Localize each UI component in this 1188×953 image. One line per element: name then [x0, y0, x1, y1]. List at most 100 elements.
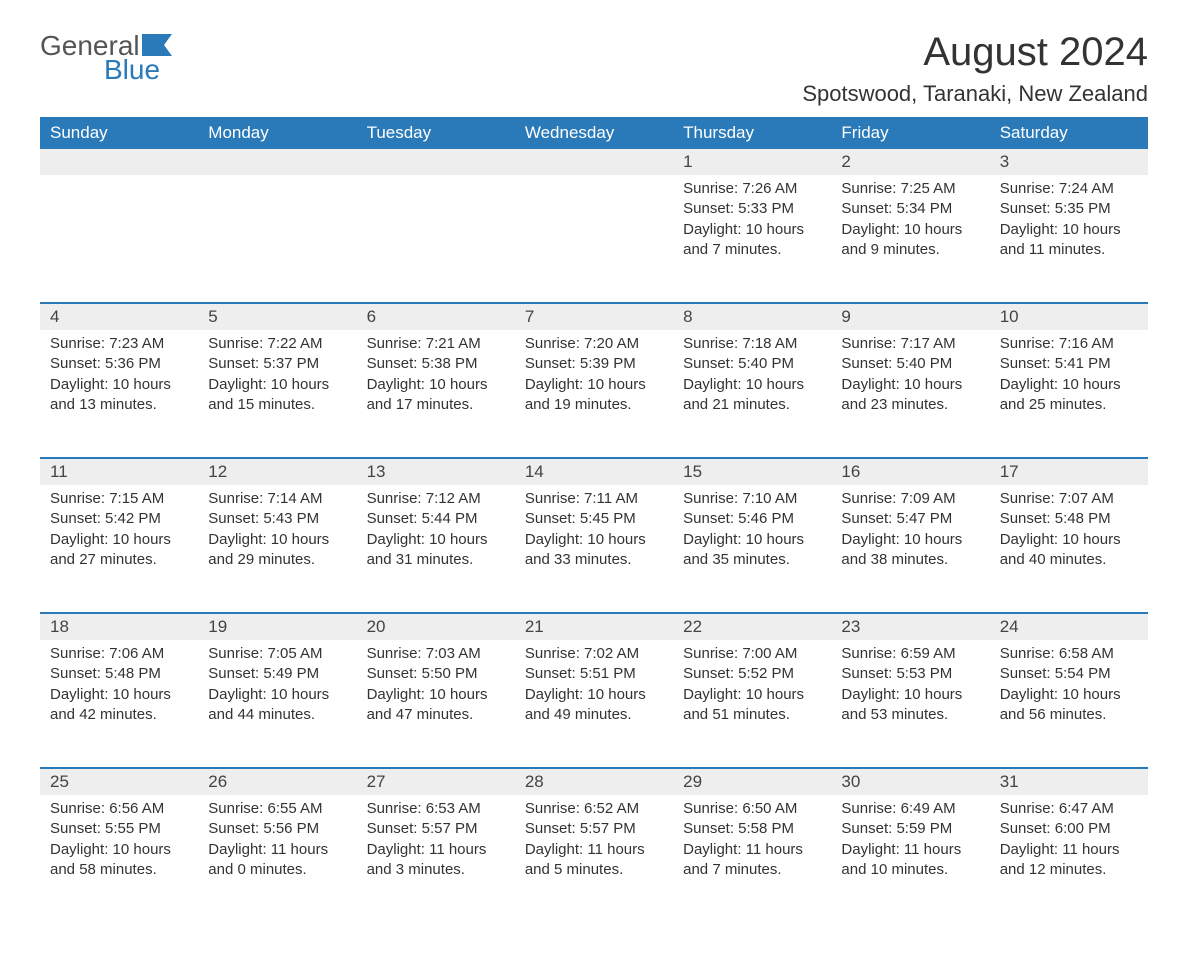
- day-number-cell: [515, 149, 673, 175]
- day-number-cell: 21: [515, 613, 673, 640]
- day-content: Sunrise: 6:50 AMSunset: 5:58 PMDaylight:…: [673, 795, 831, 890]
- weekday-header: Thursday: [673, 117, 831, 149]
- day-cell: Sunrise: 6:59 AMSunset: 5:53 PMDaylight:…: [831, 640, 989, 768]
- day-cell: Sunrise: 7:24 AMSunset: 5:35 PMDaylight:…: [990, 175, 1148, 303]
- day-cell: Sunrise: 6:58 AMSunset: 5:54 PMDaylight:…: [990, 640, 1148, 768]
- day-cell: Sunrise: 6:50 AMSunset: 5:58 PMDaylight:…: [673, 795, 831, 923]
- day-number-cell: [198, 149, 356, 175]
- day-cell: Sunrise: 7:23 AMSunset: 5:36 PMDaylight:…: [40, 330, 198, 458]
- day-number-cell: 11: [40, 458, 198, 485]
- day-number-cell: 29: [673, 768, 831, 795]
- day-content: Sunrise: 6:53 AMSunset: 5:57 PMDaylight:…: [357, 795, 515, 890]
- weekday-header: Tuesday: [357, 117, 515, 149]
- day-content: Sunrise: 7:21 AMSunset: 5:38 PMDaylight:…: [357, 330, 515, 425]
- day-content: Sunrise: 7:07 AMSunset: 5:48 PMDaylight:…: [990, 485, 1148, 580]
- day-number-cell: 9: [831, 303, 989, 330]
- day-number-cell: 3: [990, 149, 1148, 175]
- day-number-cell: 26: [198, 768, 356, 795]
- day-cell: Sunrise: 7:11 AMSunset: 5:45 PMDaylight:…: [515, 485, 673, 613]
- day-number-cell: 12: [198, 458, 356, 485]
- day-content: Sunrise: 7:06 AMSunset: 5:48 PMDaylight:…: [40, 640, 198, 735]
- day-number-cell: 25: [40, 768, 198, 795]
- day-cell: Sunrise: 7:16 AMSunset: 5:41 PMDaylight:…: [990, 330, 1148, 458]
- calendar-table: Sunday Monday Tuesday Wednesday Thursday…: [40, 117, 1148, 923]
- day-cell: Sunrise: 7:25 AMSunset: 5:34 PMDaylight:…: [831, 175, 989, 303]
- day-number-cell: 14: [515, 458, 673, 485]
- day-number-cell: 17: [990, 458, 1148, 485]
- day-content: Sunrise: 7:12 AMSunset: 5:44 PMDaylight:…: [357, 485, 515, 580]
- day-content: Sunrise: 6:55 AMSunset: 5:56 PMDaylight:…: [198, 795, 356, 890]
- day-cell: Sunrise: 7:06 AMSunset: 5:48 PMDaylight:…: [40, 640, 198, 768]
- day-content: Sunrise: 7:05 AMSunset: 5:49 PMDaylight:…: [198, 640, 356, 735]
- month-title: August 2024: [802, 30, 1148, 75]
- weekday-header: Friday: [831, 117, 989, 149]
- day-cell: [515, 175, 673, 303]
- day-content: Sunrise: 7:00 AMSunset: 5:52 PMDaylight:…: [673, 640, 831, 735]
- day-content: Sunrise: 6:47 AMSunset: 6:00 PMDaylight:…: [990, 795, 1148, 890]
- day-content: Sunrise: 7:16 AMSunset: 5:41 PMDaylight:…: [990, 330, 1148, 425]
- day-cell: Sunrise: 7:12 AMSunset: 5:44 PMDaylight:…: [357, 485, 515, 613]
- day-content: Sunrise: 7:24 AMSunset: 5:35 PMDaylight:…: [990, 175, 1148, 270]
- day-number-cell: [40, 149, 198, 175]
- location: Spotswood, Taranaki, New Zealand: [802, 81, 1148, 107]
- day-content: Sunrise: 7:10 AMSunset: 5:46 PMDaylight:…: [673, 485, 831, 580]
- day-content: Sunrise: 6:59 AMSunset: 5:53 PMDaylight:…: [831, 640, 989, 735]
- header: General Blue August 2024 Spotswood, Tara…: [40, 30, 1148, 107]
- brand-logo: General Blue: [40, 30, 172, 86]
- day-number-cell: 13: [357, 458, 515, 485]
- day-cell: Sunrise: 7:09 AMSunset: 5:47 PMDaylight:…: [831, 485, 989, 613]
- day-cell: Sunrise: 7:26 AMSunset: 5:33 PMDaylight:…: [673, 175, 831, 303]
- day-cell: Sunrise: 6:56 AMSunset: 5:55 PMDaylight:…: [40, 795, 198, 923]
- day-cell: Sunrise: 6:47 AMSunset: 6:00 PMDaylight:…: [990, 795, 1148, 923]
- day-cell: Sunrise: 7:14 AMSunset: 5:43 PMDaylight:…: [198, 485, 356, 613]
- day-cell: Sunrise: 7:02 AMSunset: 5:51 PMDaylight:…: [515, 640, 673, 768]
- day-content: Sunrise: 7:23 AMSunset: 5:36 PMDaylight:…: [40, 330, 198, 425]
- day-content: Sunrise: 6:56 AMSunset: 5:55 PMDaylight:…: [40, 795, 198, 890]
- day-cell: Sunrise: 7:15 AMSunset: 5:42 PMDaylight:…: [40, 485, 198, 613]
- day-cell: Sunrise: 6:52 AMSunset: 5:57 PMDaylight:…: [515, 795, 673, 923]
- day-cell: Sunrise: 7:07 AMSunset: 5:48 PMDaylight:…: [990, 485, 1148, 613]
- day-number-cell: 7: [515, 303, 673, 330]
- day-cell: [198, 175, 356, 303]
- day-number-cell: 15: [673, 458, 831, 485]
- day-cell: Sunrise: 7:21 AMSunset: 5:38 PMDaylight:…: [357, 330, 515, 458]
- day-content: Sunrise: 7:17 AMSunset: 5:40 PMDaylight:…: [831, 330, 989, 425]
- day-content: Sunrise: 7:18 AMSunset: 5:40 PMDaylight:…: [673, 330, 831, 425]
- day-number-cell: 8: [673, 303, 831, 330]
- day-number-cell: 6: [357, 303, 515, 330]
- day-number-cell: 10: [990, 303, 1148, 330]
- day-cell: Sunrise: 7:20 AMSunset: 5:39 PMDaylight:…: [515, 330, 673, 458]
- day-number-cell: 5: [198, 303, 356, 330]
- day-content: Sunrise: 7:14 AMSunset: 5:43 PMDaylight:…: [198, 485, 356, 580]
- day-content: Sunrise: 7:03 AMSunset: 5:50 PMDaylight:…: [357, 640, 515, 735]
- day-content: Sunrise: 7:02 AMSunset: 5:51 PMDaylight:…: [515, 640, 673, 735]
- day-number-cell: 22: [673, 613, 831, 640]
- day-number-cell: 19: [198, 613, 356, 640]
- weekday-header: Saturday: [990, 117, 1148, 149]
- day-content: Sunrise: 7:20 AMSunset: 5:39 PMDaylight:…: [515, 330, 673, 425]
- day-content: Sunrise: 7:25 AMSunset: 5:34 PMDaylight:…: [831, 175, 989, 270]
- day-content: Sunrise: 6:58 AMSunset: 5:54 PMDaylight:…: [990, 640, 1148, 735]
- weekday-header: Sunday: [40, 117, 198, 149]
- day-cell: Sunrise: 6:53 AMSunset: 5:57 PMDaylight:…: [357, 795, 515, 923]
- day-cell: Sunrise: 7:18 AMSunset: 5:40 PMDaylight:…: [673, 330, 831, 458]
- day-content: Sunrise: 7:09 AMSunset: 5:47 PMDaylight:…: [831, 485, 989, 580]
- day-cell: Sunrise: 6:55 AMSunset: 5:56 PMDaylight:…: [198, 795, 356, 923]
- day-number-cell: 2: [831, 149, 989, 175]
- day-number-cell: 28: [515, 768, 673, 795]
- day-cell: Sunrise: 7:05 AMSunset: 5:49 PMDaylight:…: [198, 640, 356, 768]
- day-number-cell: 27: [357, 768, 515, 795]
- day-number-cell: 18: [40, 613, 198, 640]
- day-content: Sunrise: 7:26 AMSunset: 5:33 PMDaylight:…: [673, 175, 831, 270]
- weekday-header: Wednesday: [515, 117, 673, 149]
- day-number-cell: 1: [673, 149, 831, 175]
- day-number-cell: 23: [831, 613, 989, 640]
- weekday-header: Monday: [198, 117, 356, 149]
- day-cell: Sunrise: 7:10 AMSunset: 5:46 PMDaylight:…: [673, 485, 831, 613]
- day-number-cell: 4: [40, 303, 198, 330]
- day-content: Sunrise: 6:49 AMSunset: 5:59 PMDaylight:…: [831, 795, 989, 890]
- day-cell: Sunrise: 7:00 AMSunset: 5:52 PMDaylight:…: [673, 640, 831, 768]
- weekday-header-row: Sunday Monday Tuesday Wednesday Thursday…: [40, 117, 1148, 149]
- day-number-cell: 24: [990, 613, 1148, 640]
- day-content: Sunrise: 7:11 AMSunset: 5:45 PMDaylight:…: [515, 485, 673, 580]
